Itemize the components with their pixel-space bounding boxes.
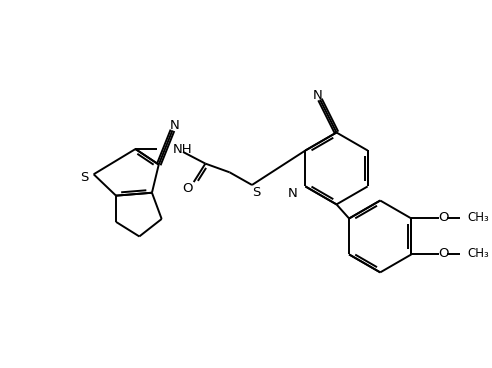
Text: S: S [80, 171, 88, 184]
Text: O: O [438, 211, 449, 224]
Text: CH₃: CH₃ [468, 247, 490, 260]
Text: NH: NH [172, 142, 192, 156]
Text: CH₃: CH₃ [468, 211, 490, 224]
Text: N: N [170, 119, 180, 132]
Text: N: N [288, 187, 298, 200]
Text: O: O [183, 183, 193, 195]
Text: O: O [438, 247, 449, 260]
Text: S: S [252, 186, 260, 199]
Text: N: N [312, 89, 322, 102]
